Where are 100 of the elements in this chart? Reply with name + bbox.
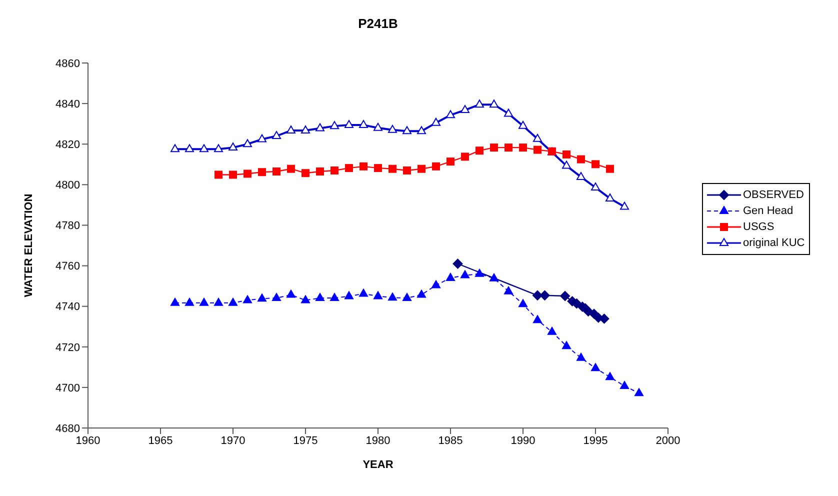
point [606,164,614,173]
point [446,158,454,166]
point [170,298,180,306]
point [272,131,281,139]
x-tick-label: 1960 [76,434,100,447]
x-tick-label: 1970 [220,434,246,447]
legend-label: OBSERVED [743,189,804,201]
point [620,202,629,210]
point [576,172,586,180]
y-tick-label: 4700 [56,382,80,394]
point [344,291,354,300]
point [214,144,223,152]
x-tick-label: 1985 [438,434,463,447]
y-tick-label: 4820 [56,139,80,152]
point [388,164,396,173]
point [577,155,585,164]
point [301,295,310,304]
point [519,144,527,152]
y-tick-label: 4760 [56,260,80,273]
point [606,193,614,202]
point [534,146,542,154]
point [592,160,600,168]
point [504,286,513,294]
point [359,288,368,297]
y-tick-label: 4800 [56,180,80,192]
point [562,160,571,169]
point [452,258,463,269]
point [244,170,252,178]
point [374,122,382,131]
point [548,326,556,335]
point [243,295,252,304]
point [432,162,440,170]
point [345,164,353,172]
point [532,290,542,300]
x-axis-title: YEAR [362,459,394,471]
point [417,290,426,298]
point [446,272,455,281]
point [200,144,208,152]
point [461,152,469,161]
point [403,166,411,174]
point [344,120,354,128]
point [243,139,252,148]
point [286,290,296,298]
point [286,126,296,134]
point [518,120,528,129]
point [258,134,266,142]
point [518,299,528,308]
point [634,388,644,396]
point [402,126,412,134]
point [316,167,324,176]
legend-label: original KUC [743,237,805,249]
y-tick-label: 4740 [56,301,80,314]
point [504,108,513,117]
point [460,270,470,278]
point [591,182,600,191]
x-tick-label: 1975 [293,434,318,447]
point [374,164,382,172]
point [360,162,368,170]
point [475,100,484,108]
point [476,146,484,155]
y-tick-label: 4860 [56,58,80,70]
point [185,144,194,152]
point [591,363,600,372]
point [562,341,571,350]
point [214,298,223,306]
point [432,280,440,288]
point [388,292,397,301]
point [446,110,455,118]
legend-label: USGS [743,221,774,233]
point [490,273,498,282]
point [562,150,570,158]
point [606,372,614,380]
point [272,167,280,176]
point [229,170,237,179]
point [228,142,238,151]
point [418,164,426,173]
point [214,170,222,179]
y-tick-label: 4720 [56,342,80,354]
point [490,144,498,152]
x-tick-label: 1980 [366,434,390,447]
y-tick-label: 4680 [56,422,80,435]
point [599,314,610,324]
x-tick-label: 2000 [656,434,680,447]
y-tick-label: 4840 [56,98,80,110]
point [330,293,339,302]
chart-title: P241B [357,16,399,31]
point [302,169,310,178]
point [460,105,470,114]
point [402,293,412,302]
legend-label: Gen Head [743,205,794,217]
y-tick-label: 4780 [56,220,80,232]
point [533,315,542,324]
point [475,268,484,277]
point [258,294,266,302]
x-tick-label: 1965 [148,434,173,447]
point [432,118,440,126]
point [490,100,498,108]
point [287,164,295,173]
x-tick-label: 1995 [583,434,608,447]
point [620,381,629,390]
